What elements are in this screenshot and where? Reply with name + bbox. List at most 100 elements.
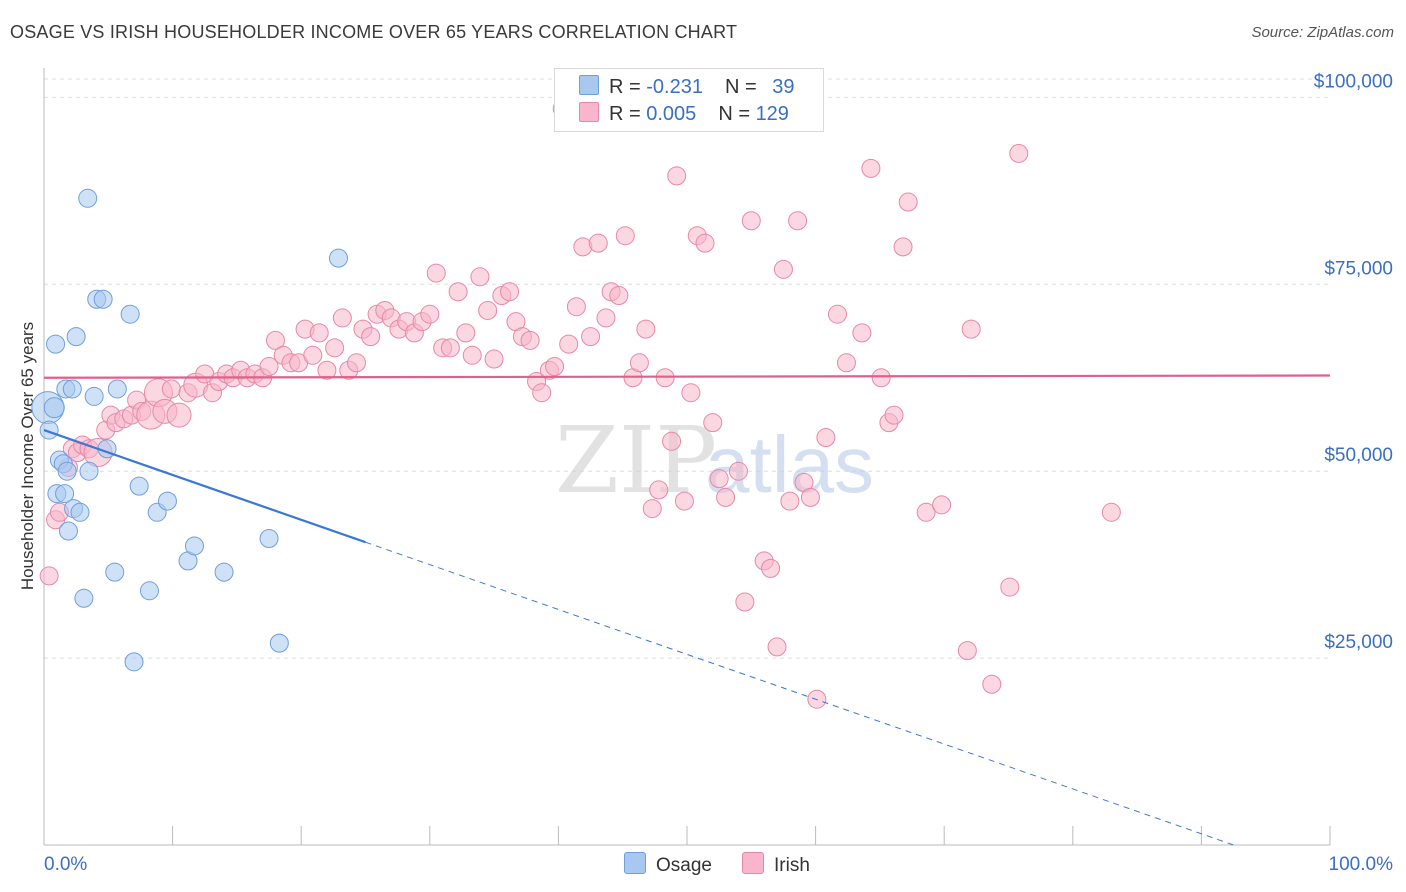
osage-point: [124, 652, 144, 672]
r-label: R =: [609, 76, 647, 98]
osage-point: [62, 379, 82, 399]
irish-point: [161, 379, 181, 399]
irish-point: [426, 263, 446, 283]
irish-point: [566, 297, 586, 317]
osage-point: [259, 528, 279, 548]
irish-point: [265, 330, 285, 350]
irish-point: [884, 405, 904, 425]
osage-point: [139, 581, 159, 601]
irish-point: [780, 491, 800, 511]
osage-point: [129, 476, 149, 496]
osage-point: [120, 304, 140, 324]
osage-point: [46, 334, 66, 354]
irish-point: [761, 558, 781, 578]
irish-point: [462, 345, 482, 365]
irish-point: [596, 308, 616, 328]
irish-point: [703, 413, 723, 433]
irish-point: [629, 353, 649, 373]
irish-swatch: [579, 102, 599, 122]
irish-point: [456, 323, 476, 343]
chart-title: OSAGE VS IRISH HOUSEHOLDER INCOME OVER 6…: [10, 22, 738, 42]
irish-legend-label: Irish: [774, 855, 810, 876]
axes: [43, 68, 1331, 846]
irish-point: [898, 192, 918, 212]
legend-row-irish: R = 0.005 N = 129: [579, 102, 789, 128]
osage-legend-label: Osage: [656, 855, 712, 876]
irish-point: [361, 327, 381, 347]
irish-point: [788, 211, 808, 231]
irish-point: [728, 461, 748, 481]
irish-point: [346, 353, 366, 373]
osage-swatch: [579, 75, 599, 95]
irish-point: [559, 334, 579, 354]
irish-point: [317, 360, 337, 380]
irish-point: [709, 469, 729, 489]
irish-point: [695, 233, 715, 253]
irish-point: [39, 566, 59, 586]
irish-point: [982, 674, 1002, 694]
osage-point: [74, 588, 94, 608]
n-value-irish: 129: [755, 103, 789, 125]
osage-point: [214, 562, 234, 582]
irish-point: [649, 480, 669, 500]
osage-point: [157, 491, 177, 511]
irish-point: [545, 357, 565, 377]
r-label: R =: [609, 103, 647, 125]
irish-point: [767, 637, 787, 657]
irish-point: [1009, 143, 1029, 163]
osage-point: [93, 289, 113, 309]
osage-point: [105, 562, 125, 582]
x-tick-label-min: 0.0%: [44, 854, 87, 875]
osage-point: [269, 633, 289, 653]
osage-point: [70, 502, 90, 522]
irish-point: [773, 259, 793, 279]
source-label: Source: ZipAtlas.com: [1251, 24, 1394, 41]
irish-point: [800, 487, 820, 507]
irish-point: [332, 308, 352, 328]
irish-point: [932, 495, 952, 515]
irish-point: [871, 368, 891, 388]
n-value-osage: 39: [772, 76, 795, 98]
irish-point: [259, 357, 279, 377]
irish-point: [642, 499, 662, 519]
irish-point: [836, 353, 856, 373]
y-axis-label: Householder Income Over 65 years: [18, 322, 37, 590]
irish-point: [581, 327, 601, 347]
irish-point: [667, 166, 687, 186]
osage-trend-extension: [365, 541, 1234, 846]
irish-point: [325, 338, 345, 358]
irish-point: [448, 282, 468, 302]
osage-point: [184, 536, 204, 556]
irish-point: [893, 237, 913, 257]
irish-point: [588, 233, 608, 253]
y-tick-label: $75,000: [1324, 258, 1393, 279]
irish-point: [957, 641, 977, 661]
irish-point: [716, 487, 736, 507]
legend-osage: Osage: [624, 852, 712, 877]
irish-point: [735, 592, 755, 612]
osage-legend-swatch: [624, 852, 646, 874]
irish-point: [532, 383, 552, 403]
irish-point: [662, 431, 682, 451]
irish-point: [484, 349, 504, 369]
osage-point: [58, 521, 78, 541]
y-tick-label: $100,000: [1314, 71, 1393, 92]
osage-point: [66, 327, 86, 347]
osage-point: [328, 248, 348, 268]
osage-point: [107, 379, 127, 399]
series-irish: [39, 99, 1121, 709]
trend-lines: [43, 374, 1331, 846]
irish-point: [827, 304, 847, 324]
y-tick-label: $25,000: [1324, 632, 1393, 653]
stats-legend: R = -0.231 N = 39 R = 0.005 N = 129: [554, 68, 824, 132]
irish-point: [500, 282, 520, 302]
irish-point: [681, 383, 701, 403]
irish-point: [520, 330, 540, 350]
irish-point: [852, 323, 872, 343]
irish-point: [309, 323, 329, 343]
irish-point: [1000, 577, 1020, 597]
irish-point: [961, 319, 981, 339]
r-value-irish: 0.005: [646, 103, 697, 125]
irish-point: [741, 211, 761, 231]
